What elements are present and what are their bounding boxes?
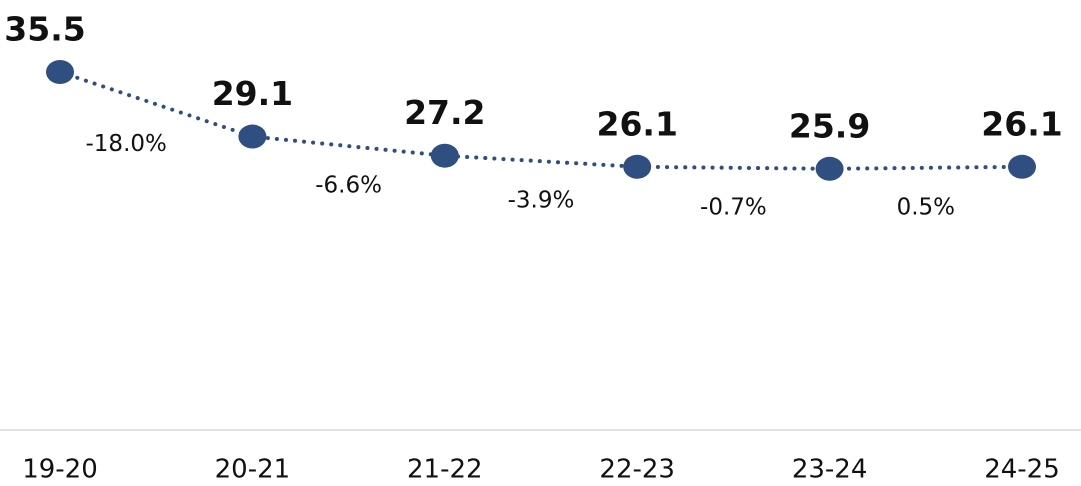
change-label: -0.7%: [700, 194, 767, 220]
value-label: 29.1: [212, 74, 293, 113]
change-label: -6.6%: [315, 173, 382, 199]
x-tick-label: 19-20: [22, 455, 98, 485]
marker: [238, 124, 267, 149]
x-tick-label: 23-24: [792, 455, 868, 485]
value-label: 26.1: [596, 104, 677, 143]
x-tick-label: 21-22: [407, 455, 483, 485]
value-label: 27.2: [404, 93, 485, 132]
marker: [46, 60, 74, 84]
marker: [1008, 154, 1036, 179]
marker: [815, 156, 844, 181]
value-label: 35.5: [4, 10, 85, 49]
x-tick-label: 22-23: [599, 455, 675, 485]
x-tick-label: 20-21: [215, 455, 291, 485]
marker: [430, 143, 459, 168]
change-label: 0.5%: [897, 194, 955, 220]
change-label: -18.0%: [86, 131, 167, 157]
value-label: 26.1: [981, 104, 1062, 143]
marker: [623, 154, 652, 179]
value-label: 25.9: [789, 106, 870, 145]
x-tick-label: 24-25: [984, 455, 1060, 485]
line: [58, 70, 1024, 171]
change-label: -3.9%: [508, 188, 575, 214]
